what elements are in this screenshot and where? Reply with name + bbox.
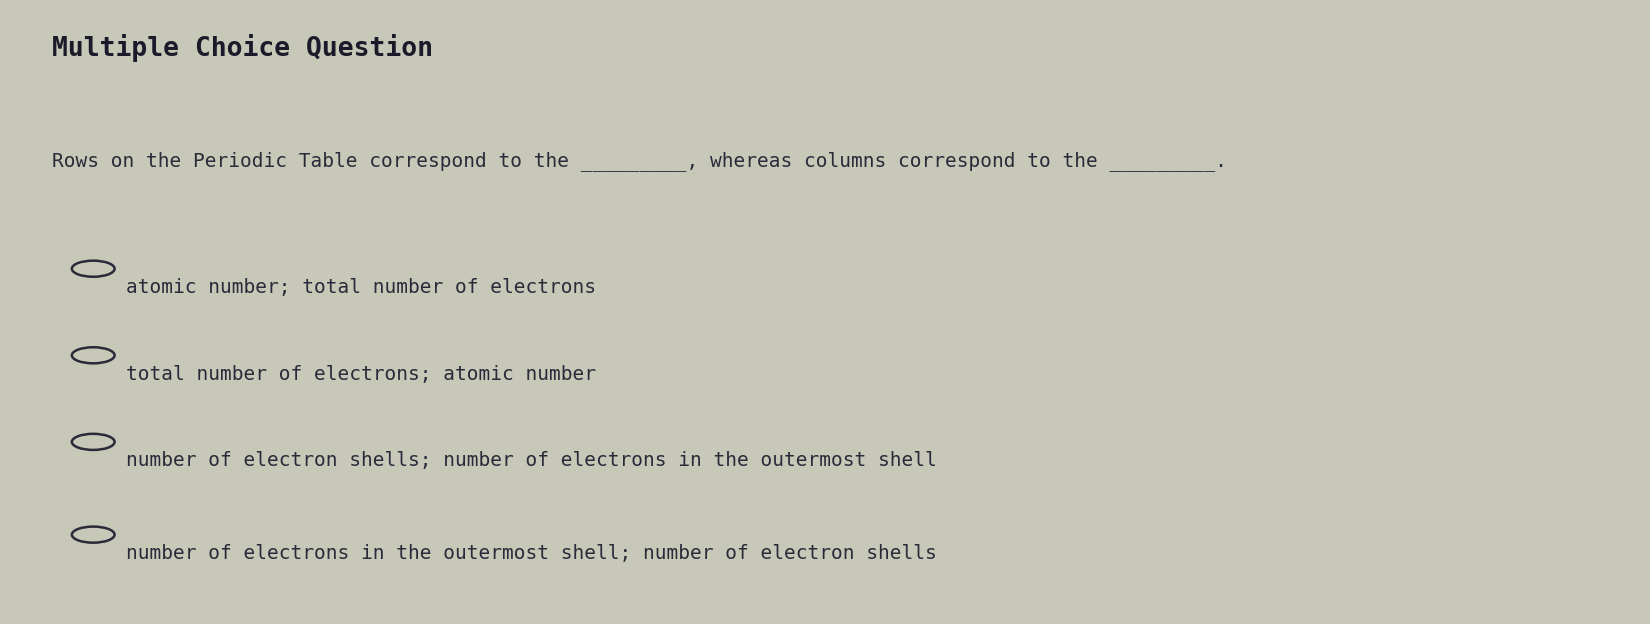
Text: number of electrons in the outermost shell; number of electron shells: number of electrons in the outermost she… <box>125 544 937 563</box>
Text: Rows on the Periodic Table correspond to the _________, whereas columns correspo: Rows on the Periodic Table correspond to… <box>53 151 1228 171</box>
Text: number of electron shells; number of electrons in the outermost shell: number of electron shells; number of ele… <box>125 451 937 470</box>
Text: Multiple Choice Question: Multiple Choice Question <box>53 34 432 62</box>
Text: atomic number; total number of electrons: atomic number; total number of electrons <box>125 278 596 297</box>
Text: total number of electrons; atomic number: total number of electrons; atomic number <box>125 364 596 384</box>
